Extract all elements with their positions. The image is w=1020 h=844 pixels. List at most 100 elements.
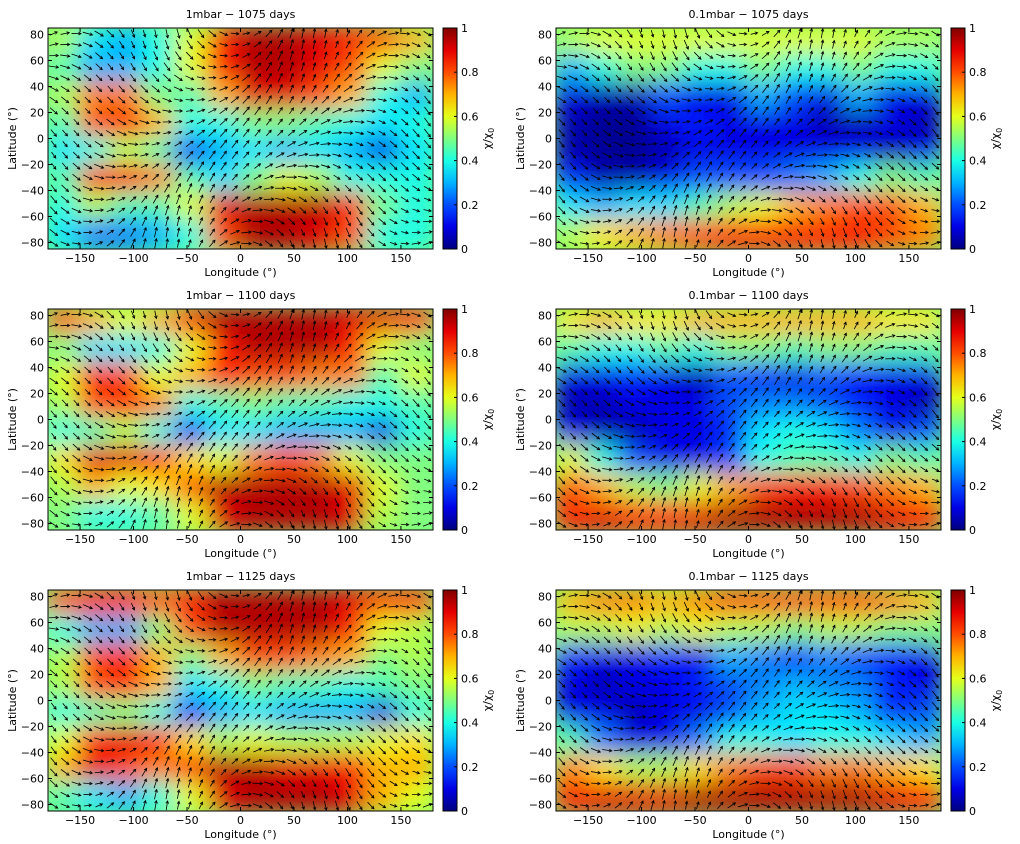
heatmap-cell: [366, 643, 403, 675]
heatmap-cell: [810, 136, 847, 169]
heatmap-cell: [874, 753, 911, 786]
y-tick-label: −80: [529, 518, 552, 531]
heatmap-cell: [334, 500, 371, 530]
heatmap-cell: [48, 309, 83, 339]
heatmap-cell: [334, 472, 371, 505]
heatmap-cell: [618, 726, 655, 758]
heatmap-cell: [810, 164, 847, 196]
heatmap-cell: [334, 753, 371, 786]
heatmap-cell: [142, 445, 179, 477]
heatmap-cell: [714, 389, 751, 422]
heatmap-cell: [778, 334, 815, 367]
heatmap-cell: [238, 28, 275, 58]
heatmap-cell: [842, 28, 879, 58]
heatmap-cell: [142, 726, 179, 758]
heatmap-cell: [778, 615, 815, 648]
heatmap-cell: [618, 670, 655, 703]
heatmap-cell: [650, 445, 687, 477]
heatmap-cell: [874, 389, 911, 422]
heatmap-cell: [842, 53, 879, 86]
wind-vectors: [556, 590, 941, 811]
heatmap-cell: [206, 164, 243, 196]
heatmap-cell: [270, 590, 307, 620]
heatmap-cell: [48, 726, 83, 758]
heatmap-cell: [586, 445, 623, 477]
heatmap-cell: [556, 219, 591, 249]
heatmap-cell: [906, 781, 941, 811]
heatmap-cell: [206, 781, 243, 811]
heatmap-cell: [398, 108, 433, 141]
heatmap-cell: [586, 615, 623, 648]
y-tick-label: −40: [529, 747, 552, 760]
heatmap-cell: [302, 28, 339, 58]
heatmap-cell: [874, 698, 911, 731]
heatmap-cell: [174, 28, 211, 58]
heatmap-cell: [78, 500, 115, 530]
colorbar: [950, 27, 966, 250]
colorbar-tick-label: 0: [461, 243, 468, 256]
heatmap-cell: [270, 643, 307, 675]
heatmap-cell: [586, 334, 623, 367]
heatmap-cell: [842, 445, 879, 477]
heatmap-cell: [398, 389, 433, 422]
heatmap-cell: [302, 81, 339, 113]
heatmap-cell: [810, 726, 847, 758]
heatmap-cell: [746, 781, 783, 811]
heatmap-cell: [842, 615, 879, 648]
heatmap-cell: [174, 362, 211, 394]
heatmap-cell: [746, 753, 783, 786]
y-tick-label: 80: [30, 29, 44, 42]
heatmap-cell: [78, 136, 115, 169]
heatmap-cell: [778, 417, 815, 450]
y-tick-label: −20: [529, 159, 552, 172]
heatmap-cell: [556, 164, 591, 196]
heatmap-cell: [556, 362, 591, 394]
heatmap-cell: [398, 726, 433, 758]
heatmap-cell: [650, 781, 687, 811]
y-tick-label: −80: [21, 799, 44, 812]
x-axis-label: Longitude (°): [204, 828, 276, 841]
x-axis-label: Longitude (°): [712, 828, 784, 841]
heatmap-cell: [142, 417, 179, 450]
heatmap-cell: [206, 726, 243, 758]
x-axis-label: Longitude (°): [204, 266, 276, 279]
heatmap-cell: [270, 500, 307, 530]
heatmap-cell: [618, 219, 655, 249]
heatmap-cell: [302, 500, 339, 530]
heatmap-cell: [650, 334, 687, 367]
heatmap-cell: [334, 781, 371, 811]
heatmap-cell: [650, 53, 687, 86]
heatmap-cell: [874, 136, 911, 169]
heatmap-cell: [366, 389, 403, 422]
colorbar-tick-label: 0.6: [461, 672, 479, 685]
x-tick-label: −50: [175, 814, 198, 827]
heatmap-cell: [366, 108, 403, 141]
y-tick-label: 20: [538, 388, 552, 401]
heatmap-cell: [78, 698, 115, 731]
y-tick-label: 40: [30, 81, 44, 94]
heatmap-cell: [78, 726, 115, 758]
heatmap-cell: [398, 28, 433, 58]
heatmap-cell: [682, 28, 719, 58]
heatmap-cell: [142, 28, 179, 58]
heatmap-cell: [302, 726, 339, 758]
y-tick-label: 0: [545, 695, 552, 708]
y-tick-label: 60: [538, 55, 552, 68]
heatmap-cell: [746, 590, 783, 620]
heatmap-cell: [778, 698, 815, 731]
x-axis-label: Longitude (°): [204, 547, 276, 560]
heatmap-cell: [110, 781, 147, 811]
heatmap-cell: [302, 615, 339, 648]
colorbar-tick-label: 1: [969, 22, 976, 35]
heatmap-cell: [618, 28, 655, 58]
heatmap-cell: [110, 191, 147, 224]
heatmap-cell: [618, 309, 655, 339]
heatmap-cell: [302, 445, 339, 477]
x-tick-label: 0: [237, 814, 244, 827]
y-tick-label: −60: [529, 211, 552, 224]
heatmap-cell: [810, 445, 847, 477]
heatmap-cell: [556, 309, 591, 339]
colorbar: [950, 308, 966, 531]
heatmap-cell: [906, 164, 941, 196]
